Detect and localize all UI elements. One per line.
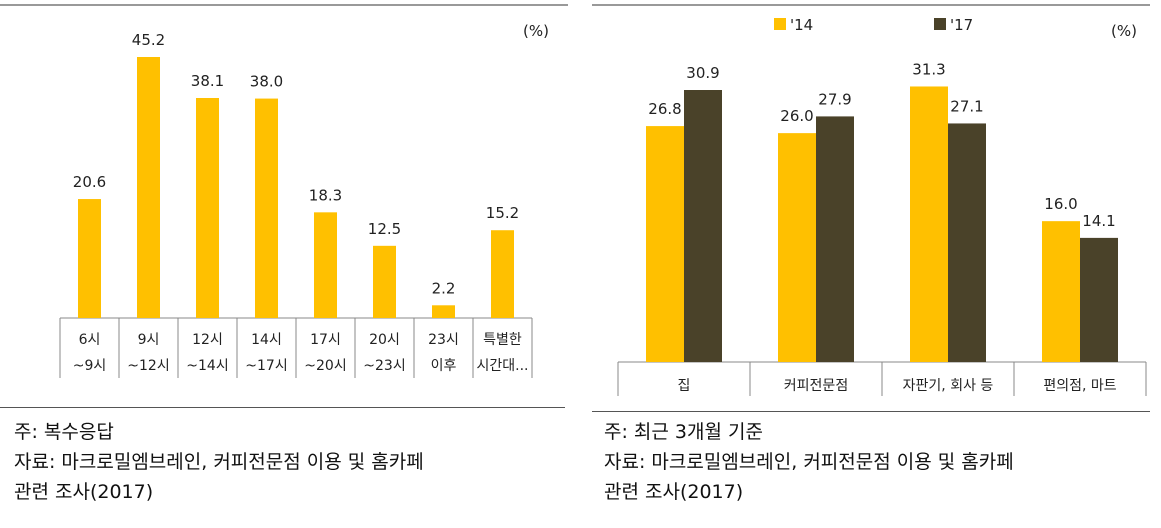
bar [1080,237,1118,362]
tick-label: ~20시 [304,358,346,374]
tick-label: 14시 [251,332,282,348]
tick-label: 17시 [310,332,341,348]
value-label: 38.1 [191,72,224,90]
value-label: 45.2 [132,31,165,49]
value-label: 26.0 [780,107,813,125]
legend-swatch [934,18,946,30]
left-source-line-1: 자료: 마크로밀엠브레인, 커피전문점 이용 및 홈카페 [14,451,424,473]
left-chart-panel: (%) 20.6 6시 ~9시 45.2 9시 ~12시 38.1 12시 ~14시 38.0 14시… [0,0,568,528]
value-label: 20.6 [73,173,106,191]
right-footer-divider [592,411,1150,412]
value-label: 16.0 [1044,195,1077,213]
location-comparison-bar-chart: '14 '17 (%) 26.8 30.9 집 26.0 27.9 커피전문점 31.3 27.1 자… [592,4,1150,396]
left-note-text: 주: 복수응답 [14,421,114,443]
bar [948,123,986,363]
tick-label: 12시 [192,332,223,348]
value-label: 30.9 [686,64,719,82]
legend-swatch [774,18,786,30]
time-of-day-bar-chart: (%) 20.6 6시 ~9시 45.2 9시 ~12시 38.1 12시 ~14시 38.0 14시… [0,4,568,378]
right-source-line-1: 자료: 마크로밀엠브레인, 커피전문점 이용 및 홈카페 [604,451,1014,473]
value-label: 2.2 [432,279,456,297]
tick-label: 자판기, 회사 등 [903,378,994,394]
left-unit-label: (%) [523,22,549,40]
tick-label: 20시 [369,332,400,348]
tick-label: 편의점, 마트 [1043,378,1116,394]
bar [1042,221,1080,362]
tick-label: ~17시 [245,358,287,374]
value-label: 31.3 [912,60,945,78]
bar [491,230,514,318]
tick-label: 6시 [79,332,101,348]
tick-label: ~14시 [186,358,228,374]
value-label: 27.9 [818,90,851,108]
value-label: 18.3 [309,186,342,204]
tick-label: 시간대... [477,358,529,374]
tick-label: ~23시 [363,358,405,374]
tick-label: ~12시 [127,358,169,374]
left-footer-divider [0,407,565,408]
bar [646,126,684,363]
value-label: 26.8 [648,100,681,118]
value-label: 15.2 [486,204,519,222]
bar [778,133,816,362]
left-source-line-2: 관련 조사(2017) [14,481,154,503]
bar [137,57,160,318]
right-source-line-2: 관련 조사(2017) [604,481,744,503]
bar [910,86,948,362]
bar [373,245,396,318]
bar [314,212,337,318]
tick-label: 23시 [428,332,459,348]
bar [684,90,722,362]
left-footnote: 주: 복수응답 자료: 마크로밀엠브레인, 커피전문점 이용 및 홈카페 관련 … [14,417,559,507]
right-note-text: 주: 최근 3개월 기준 [604,421,763,443]
tick-label: 집 [678,378,691,394]
value-label: 14.1 [1082,212,1115,230]
right-unit-label: (%) [1111,22,1137,40]
tick-label: 이후 [431,358,457,374]
right-chart-panel: '14 '17 (%) 26.8 30.9 집 26.0 27.9 커피전문점 31.3 27.1 자… [592,0,1150,528]
tick-label: 특별한 [483,332,522,348]
bar [196,97,219,318]
tick-label: ~9시 [73,358,107,374]
legend-label: '14 [790,16,813,34]
right-footnote: 주: 최근 3개월 기준 자료: 마크로밀엠브레인, 커피전문점 이용 및 홈카… [604,417,1149,507]
tick-label: 커피전문점 [784,378,848,394]
legend-label: '17 [950,16,973,34]
value-label: 27.1 [950,97,983,115]
bar [78,199,101,318]
bar [255,98,278,318]
value-label: 12.5 [368,220,401,238]
bar [816,116,854,362]
bar [432,305,455,318]
value-label: 38.0 [250,73,283,91]
tick-label: 9시 [138,332,160,348]
